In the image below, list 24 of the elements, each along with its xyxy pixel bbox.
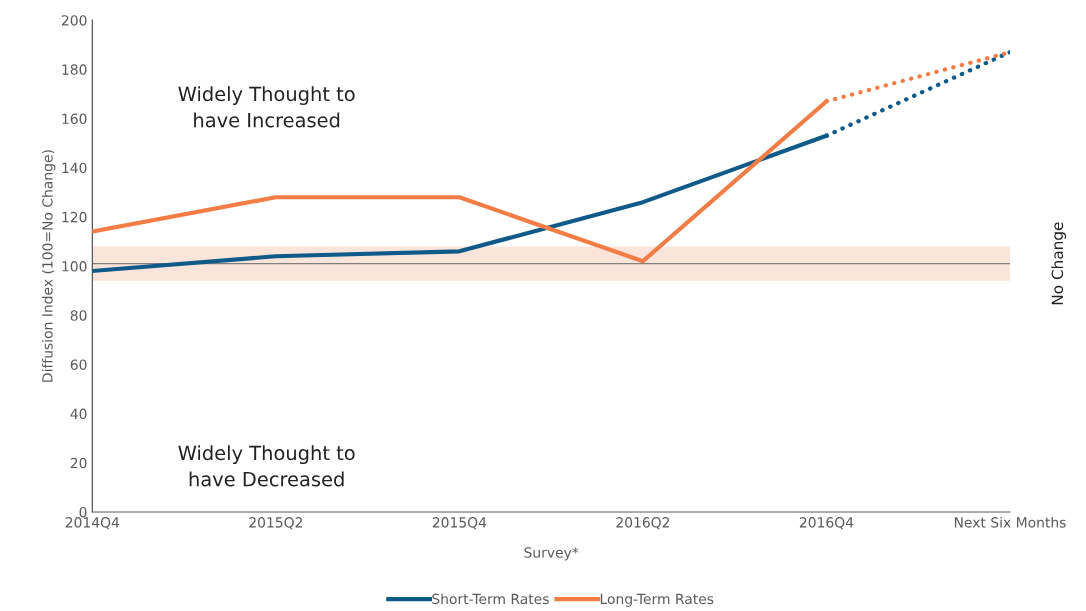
y-tick-label: 140 xyxy=(62,162,87,174)
y-tick-label: 100 xyxy=(62,261,87,272)
x-tick-label: 2015Q4 xyxy=(432,517,487,530)
x-tick-label: 2014Q4 xyxy=(65,517,120,530)
y-tick-label: 160 xyxy=(62,113,87,125)
y-tick-label: 0 xyxy=(79,506,87,518)
y-tick-label: 180 xyxy=(62,64,87,75)
x-tick-label: 2015Q2 xyxy=(249,517,303,530)
annotation: Widely Thought to have Increased xyxy=(178,86,355,128)
x-tick-label: 2016Q4 xyxy=(799,517,854,530)
x-tick-label: Next Six Months xyxy=(954,516,1066,528)
legend-label: Long-Term Rates xyxy=(600,593,714,607)
y-tick-label: 60 xyxy=(70,359,87,370)
x-axis-title: Survey* xyxy=(524,547,579,561)
y-tick-label: 200 xyxy=(61,15,87,26)
x-tick-label: 2016Q2 xyxy=(616,517,670,530)
y-tick-label: 20 xyxy=(70,457,87,469)
y-axis-title: Diffusion Index (100=No Change) xyxy=(41,150,56,382)
y-tick-label: 80 xyxy=(70,310,87,321)
ref-line-label: No Change xyxy=(1051,222,1067,305)
annotation: Widely Thought to have Decreased xyxy=(178,445,355,487)
y-tick-label: 120 xyxy=(62,211,87,223)
legend-label: Short-Term Rates xyxy=(432,593,549,605)
y-tick-label: 40 xyxy=(70,408,87,420)
